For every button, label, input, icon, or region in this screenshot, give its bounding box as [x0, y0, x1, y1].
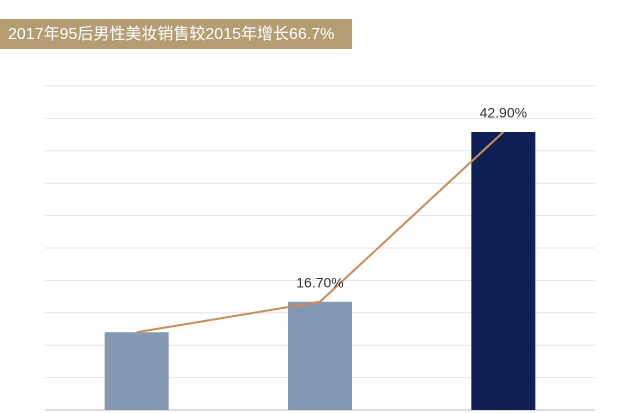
bar	[288, 301, 352, 410]
value-label: 42.90%	[480, 105, 527, 121]
bar	[471, 132, 536, 410]
trend-line	[136, 131, 505, 334]
value-label: 16.70%	[296, 274, 343, 290]
bar	[104, 332, 169, 410]
chart-title: 2017年95后男性美妆销售较2015年增长66.7%	[8, 25, 334, 43]
title-banner	[0, 19, 352, 49]
